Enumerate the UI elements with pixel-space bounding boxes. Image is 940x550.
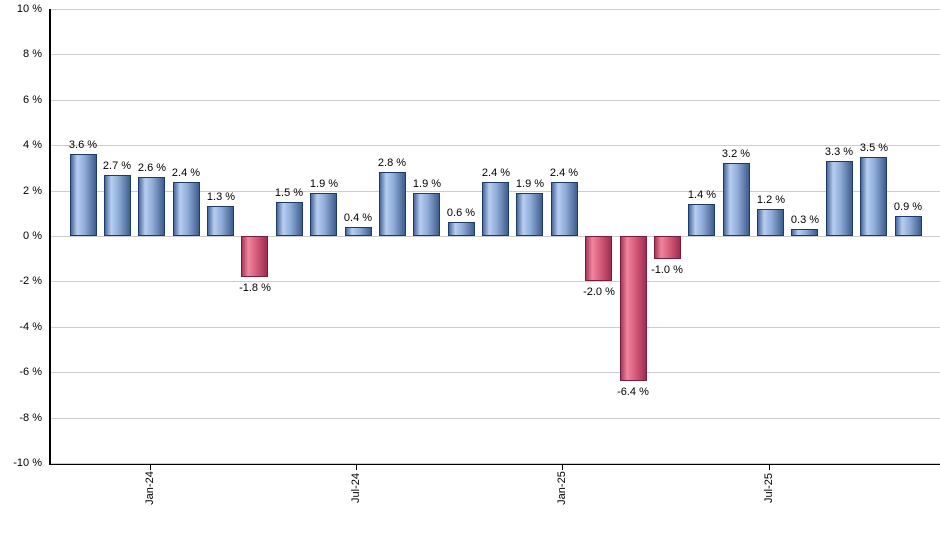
- bar-value-label: 3.2 %: [721, 148, 751, 160]
- x-axis-tick: [356, 465, 357, 470]
- gridline: [51, 372, 940, 373]
- bar-positive: [516, 193, 543, 236]
- y-axis-tick-label: 10 %: [16, 3, 42, 15]
- y-axis-tick-label: -10 %: [13, 457, 42, 469]
- gridline: [51, 463, 940, 464]
- bar-value-label: 3.5 %: [859, 142, 889, 154]
- x-axis-tick: [769, 465, 770, 470]
- bar-positive: [104, 175, 131, 236]
- gridline: [51, 236, 940, 237]
- gridline: [51, 327, 940, 328]
- bar-negative: [585, 236, 612, 281]
- bar-positive: [895, 216, 922, 236]
- x-axis-tick: [150, 465, 151, 470]
- bar-positive: [791, 229, 818, 236]
- bar-value-label: 3.3 %: [824, 146, 854, 158]
- bar-positive: [276, 202, 303, 236]
- x-axis-tick-label: Jul-24: [350, 473, 362, 503]
- bar-value-label: 1.9 %: [309, 178, 339, 190]
- bar-value-label: 0.3 %: [790, 214, 820, 226]
- bar-positive: [70, 154, 97, 236]
- gridline: [51, 145, 940, 146]
- bar-value-label: 0.9 %: [893, 201, 923, 213]
- y-axis-tick-label: -4 %: [19, 321, 42, 333]
- bar-value-label: 2.4 %: [171, 167, 201, 179]
- y-axis-tick-label: -2 %: [19, 275, 42, 287]
- bar-positive: [551, 182, 578, 236]
- bar-value-label: 2.4 %: [481, 167, 511, 179]
- bar-value-label: 1.5 %: [274, 187, 304, 199]
- x-axis-tick-label: Jul-25: [763, 473, 775, 503]
- x-axis-tick-label: Jan-24: [144, 471, 156, 505]
- x-axis-tick-label: Jan-25: [556, 471, 568, 505]
- bar-value-label: 1.4 %: [687, 189, 717, 201]
- bar-value-label: -1.0 %: [651, 264, 683, 276]
- bar-value-label: 1.3 %: [206, 191, 236, 203]
- bar-positive: [413, 193, 440, 236]
- y-axis-tick-label: 8 %: [23, 48, 42, 60]
- bar-value-label: 1.9 %: [412, 178, 442, 190]
- bar-positive: [173, 182, 200, 236]
- y-axis-labels: 10 % 8 % 6 % 4 % 2 % 0 % -2 % -4 % -6 % -8 % -10 %: [0, 3, 44, 469]
- bar-positive: [688, 204, 715, 236]
- y-axis-tick-label: -8 %: [19, 412, 42, 424]
- y-axis-tick-label: 0 %: [23, 230, 42, 242]
- bar-value-label: -1.8 %: [239, 282, 271, 294]
- gridline: [51, 9, 940, 10]
- y-axis-tick-label: 2 %: [23, 185, 42, 197]
- gridline: [51, 418, 940, 419]
- bar-positive: [345, 227, 372, 236]
- bar-positive: [207, 206, 234, 236]
- bar-value-label: 1.2 %: [756, 194, 786, 206]
- bar-value-label: 3.6 %: [68, 139, 98, 151]
- bar-positive: [723, 163, 750, 236]
- bar-positive: [482, 182, 509, 236]
- bar-negative: [654, 236, 681, 259]
- bar-negative: [620, 236, 647, 381]
- bar-positive: [138, 177, 165, 236]
- y-axis-tick-label: -6 %: [19, 366, 42, 378]
- bar-value-label: 2.7 %: [102, 160, 132, 172]
- bar-value-label: -6.4 %: [617, 386, 649, 398]
- bar-positive: [448, 222, 475, 236]
- bar-value-label: -2.0 %: [583, 286, 615, 298]
- y-axis-tick-label: 6 %: [23, 94, 42, 106]
- bar-positive: [379, 172, 406, 236]
- gridline: [51, 100, 940, 101]
- bar-negative: [241, 236, 268, 277]
- gridline: [51, 281, 940, 282]
- x-axis-tick: [562, 465, 563, 470]
- gridline: [51, 54, 940, 55]
- bar-value-label: 2.8 %: [377, 157, 407, 169]
- bar-value-label: 2.4 %: [549, 167, 579, 179]
- bar-positive: [310, 193, 337, 236]
- bar-value-label: 1.9 %: [515, 178, 545, 190]
- bar-value-label: 0.4 %: [343, 212, 373, 224]
- y-axis-tick-label: 4 %: [23, 139, 42, 151]
- bar-positive: [757, 209, 784, 236]
- plot-area: 3.6 % 2.7 % 2.6 % 2.4 % 1.3 % -1.8 % 1.5 % 1.9 …: [49, 9, 940, 465]
- bar-value-label: 2.6 %: [137, 162, 167, 174]
- bar-positive: [860, 157, 887, 236]
- bar-positive: [826, 161, 853, 236]
- bar-value-label: 0.6 %: [446, 207, 476, 219]
